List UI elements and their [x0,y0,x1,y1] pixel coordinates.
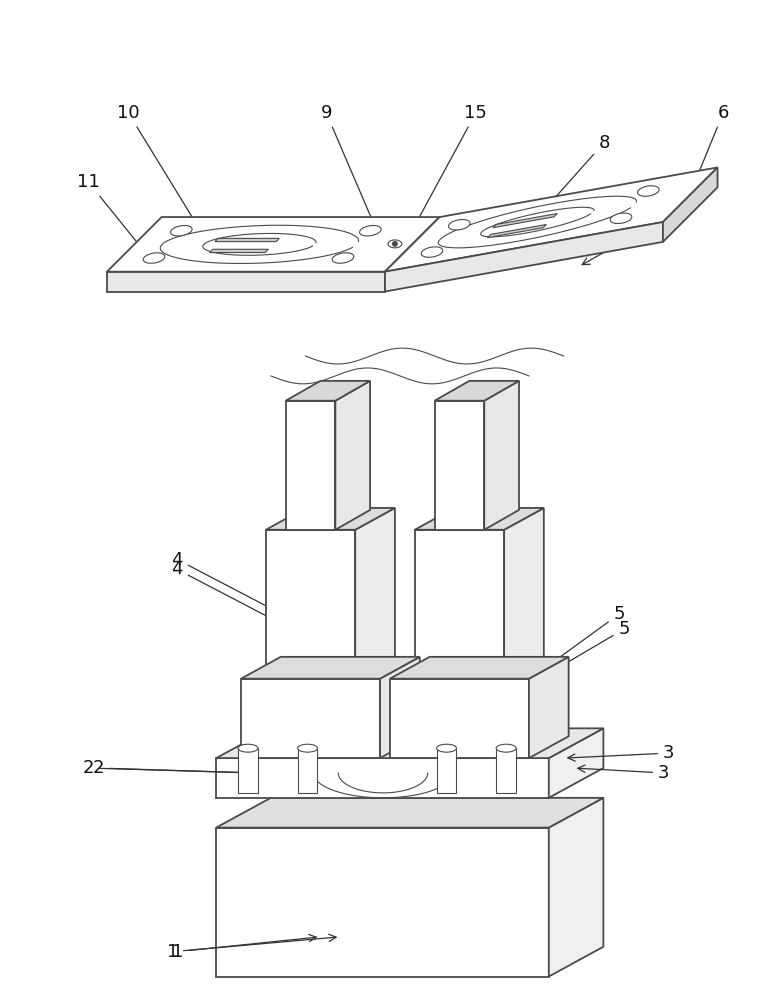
Polygon shape [210,249,268,253]
Polygon shape [336,381,370,530]
Ellipse shape [143,253,165,263]
Text: 10: 10 [117,104,199,228]
Polygon shape [548,728,604,798]
Polygon shape [216,728,604,758]
Polygon shape [380,657,420,758]
Text: 3: 3 [578,764,669,782]
Ellipse shape [171,225,192,236]
Text: 4: 4 [172,560,307,637]
Polygon shape [107,217,440,272]
Text: 1: 1 [166,934,336,961]
Polygon shape [241,657,420,679]
Polygon shape [390,679,529,758]
Ellipse shape [637,186,659,196]
Polygon shape [298,748,317,793]
Polygon shape [216,758,548,798]
Polygon shape [107,272,385,292]
Ellipse shape [359,225,381,236]
Polygon shape [434,401,484,530]
Ellipse shape [496,744,516,752]
Polygon shape [414,508,544,530]
Text: 2: 2 [82,759,252,777]
Polygon shape [286,381,370,401]
Polygon shape [355,508,395,758]
Text: 5: 5 [493,620,630,706]
Polygon shape [484,381,519,530]
Text: 6: 6 [694,104,729,183]
Text: 7: 7 [582,218,655,265]
Polygon shape [266,508,395,530]
Polygon shape [215,238,280,242]
Polygon shape [496,748,516,793]
Polygon shape [414,530,504,758]
Ellipse shape [298,744,317,752]
Polygon shape [504,508,544,758]
Polygon shape [385,222,663,292]
Text: 9: 9 [320,104,384,246]
Polygon shape [266,530,355,758]
Text: 5: 5 [493,605,625,706]
Ellipse shape [421,247,443,257]
Text: 1: 1 [172,934,316,961]
Ellipse shape [388,240,402,248]
Circle shape [392,241,398,247]
Polygon shape [548,798,604,977]
Polygon shape [385,167,718,272]
Ellipse shape [437,744,457,752]
Polygon shape [663,167,718,242]
Text: 3: 3 [568,744,674,762]
Text: 2: 2 [92,759,252,777]
Polygon shape [437,748,457,793]
Ellipse shape [611,213,632,224]
Ellipse shape [238,744,258,752]
Polygon shape [238,748,258,793]
Text: 4: 4 [172,551,307,627]
Polygon shape [216,828,548,977]
Ellipse shape [449,220,470,230]
Polygon shape [434,381,519,401]
Polygon shape [487,224,546,238]
Text: 8: 8 [532,134,610,224]
Ellipse shape [332,253,354,263]
Polygon shape [493,214,558,228]
Polygon shape [241,679,380,758]
Polygon shape [216,798,604,828]
Polygon shape [385,217,440,292]
Polygon shape [286,401,336,530]
Polygon shape [390,657,568,679]
Polygon shape [529,657,568,758]
Text: 11: 11 [77,173,154,263]
Text: 15: 15 [407,104,487,240]
